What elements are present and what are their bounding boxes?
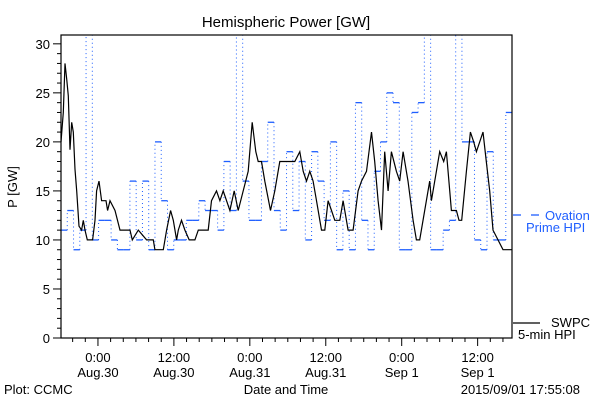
footer-timestamp: 2015/09/01 17:55:08 <box>461 382 580 397</box>
x-tick-label-time: 12:00 <box>461 350 494 365</box>
x-tick-label-time: 12:00 <box>158 350 191 365</box>
legend-ovation-label-1: Ovation <box>545 208 590 223</box>
legend-swpc-label-2: 5-min HPI <box>518 327 576 342</box>
x-tick-label-time: 0:00 <box>389 350 414 365</box>
legend-ovation-label-2: Prime HPI <box>526 220 585 235</box>
plot-frame <box>60 34 513 339</box>
y-axis-label: P [GW] <box>5 166 20 208</box>
x-tick-label-time: 12:00 <box>309 350 342 365</box>
y-tick-label: 5 <box>43 282 50 297</box>
x-tick-label-date: Sep 1 <box>385 365 419 380</box>
x-tick-label-time: 0:00 <box>237 350 262 365</box>
x-axis-label: Date and Time <box>244 382 329 397</box>
legend-swpc-label-1: SWPC <box>551 315 590 330</box>
y-tick-label: 20 <box>36 135 50 150</box>
y-tick-label: 0 <box>43 331 50 346</box>
y-tick-label: 30 <box>36 37 50 52</box>
footer-plot-credit: Plot: CCMC <box>4 382 73 397</box>
x-tick-label-date: Sep 1 <box>461 365 495 380</box>
legend: Ovation Prime HPI SWPC 5-min HPI <box>513 208 590 342</box>
x-tick-label-time: 0:00 <box>85 350 110 365</box>
x-tick-label-date: Aug.31 <box>305 365 346 380</box>
y-tick-label: 10 <box>36 233 50 248</box>
y-tick-label: 25 <box>36 86 50 101</box>
x-tick-label-date: Aug.31 <box>229 365 270 380</box>
x-tick-label-date: Aug.30 <box>153 365 194 380</box>
axis-ticks: 0510152025300:00Aug.3012:00Aug.300:00Aug… <box>36 37 504 380</box>
x-tick-label-date: Aug.30 <box>77 365 118 380</box>
swpc-line <box>61 63 512 251</box>
plot-marks <box>61 35 512 251</box>
chart-title: Hemispheric Power [GW] <box>202 14 370 31</box>
y-tick-label: 15 <box>36 184 50 199</box>
